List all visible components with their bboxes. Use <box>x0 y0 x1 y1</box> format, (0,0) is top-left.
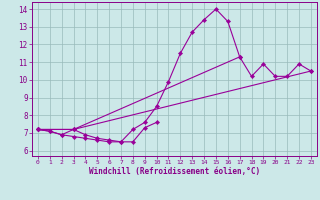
X-axis label: Windchill (Refroidissement éolien,°C): Windchill (Refroidissement éolien,°C) <box>89 167 260 176</box>
